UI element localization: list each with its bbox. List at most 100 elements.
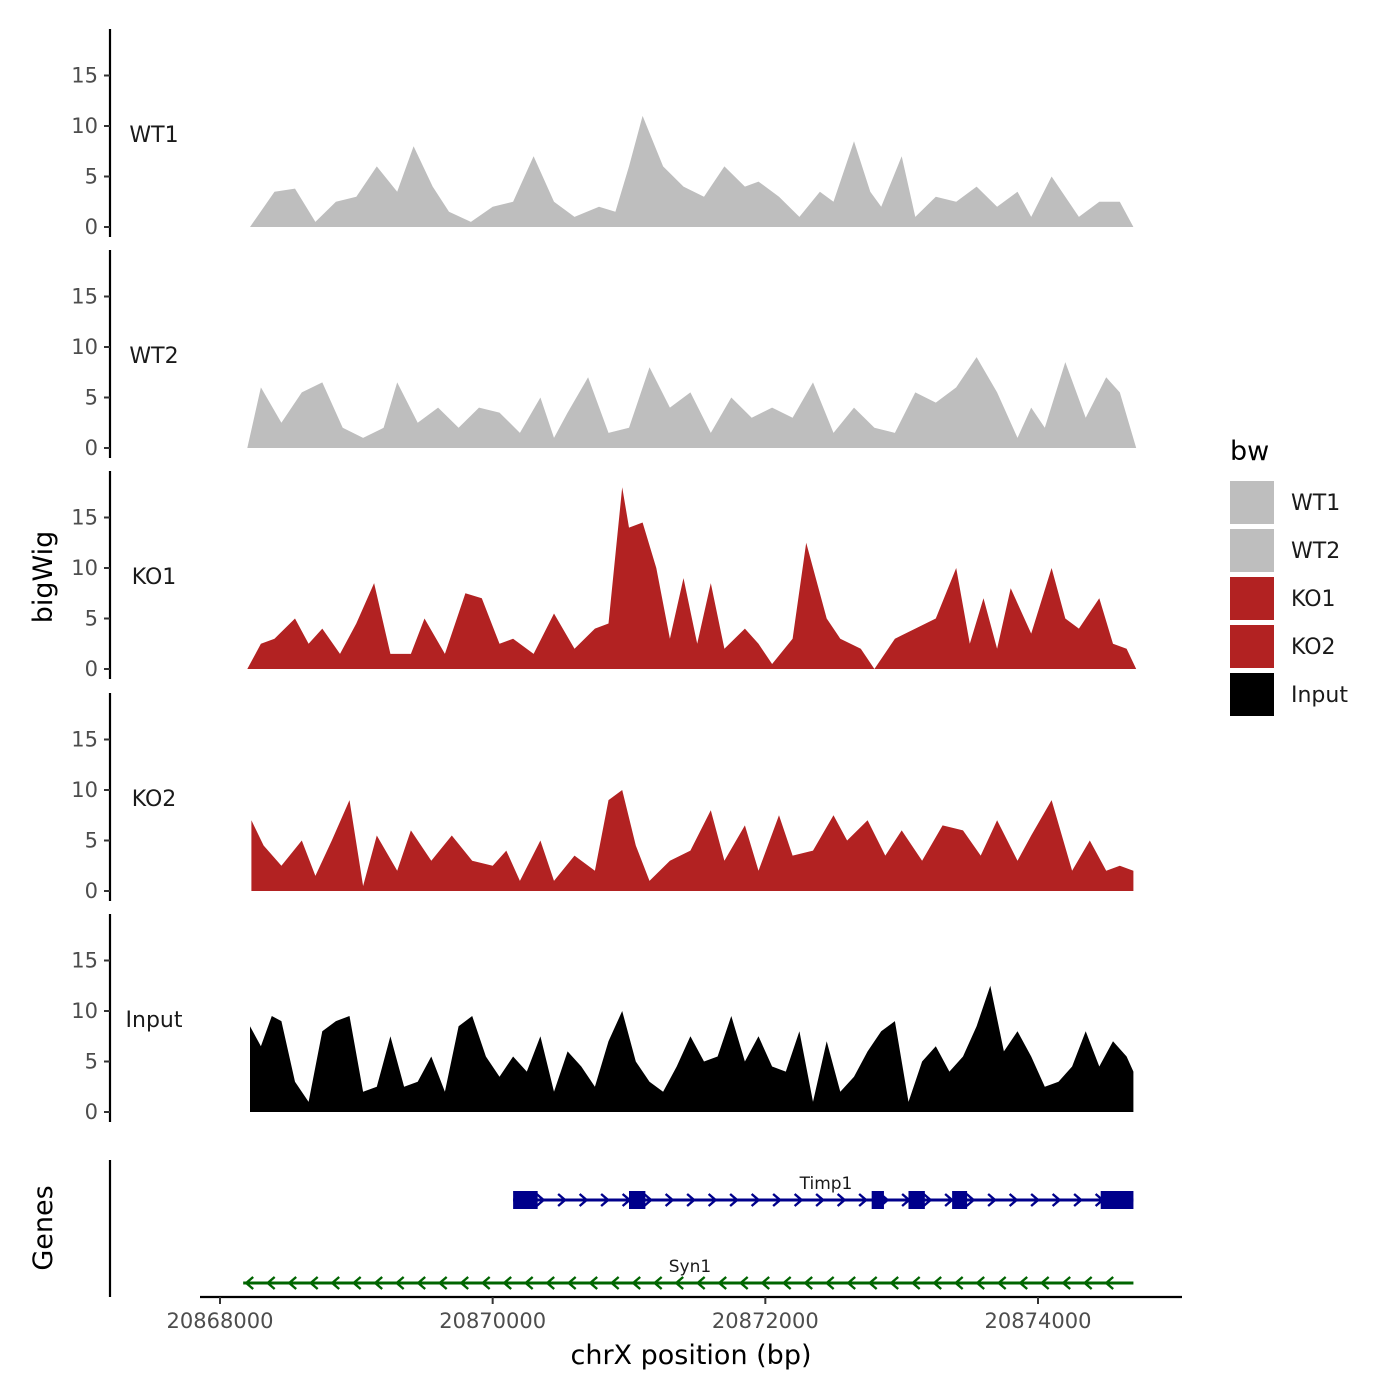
strand-arrow bbox=[557, 1193, 567, 1207]
panel-label-input: Input bbox=[126, 1008, 183, 1033]
strand-arrow bbox=[535, 1193, 546, 1207]
strand-arrow bbox=[858, 1193, 868, 1207]
strand-arrow bbox=[1030, 1193, 1040, 1207]
strand-arrow bbox=[1082, 1276, 1093, 1290]
strand-arrow bbox=[1039, 1276, 1050, 1290]
legend-label: WT2 bbox=[1291, 539, 1340, 564]
legend-title: bw bbox=[1230, 436, 1269, 467]
legend-item-wt1: WT1 bbox=[1230, 481, 1340, 524]
strand-arrow bbox=[781, 1276, 792, 1290]
strand-arrow bbox=[308, 1276, 319, 1290]
legend-label: Input bbox=[1291, 683, 1348, 708]
strand-arrow bbox=[772, 1193, 782, 1207]
strand-arrow bbox=[643, 1193, 653, 1207]
strand-arrow bbox=[674, 1276, 684, 1290]
strand-arrow bbox=[609, 1276, 620, 1290]
strand-arrow bbox=[664, 1193, 675, 1207]
strand-arrow bbox=[1051, 1193, 1062, 1207]
strand-arrow bbox=[815, 1193, 825, 1207]
legend-swatch bbox=[1230, 673, 1274, 716]
exon bbox=[871, 1191, 884, 1209]
y-tick-label: 5 bbox=[85, 165, 98, 189]
strand-arrow bbox=[953, 1276, 964, 1290]
legend-label: KO2 bbox=[1291, 635, 1336, 660]
strand-arrow bbox=[631, 1276, 641, 1290]
y-tick-label: 0 bbox=[85, 1100, 98, 1124]
strand-arrow bbox=[793, 1193, 804, 1207]
strand-arrow bbox=[922, 1193, 933, 1207]
strand-arrow bbox=[695, 1276, 706, 1290]
strand-arrow bbox=[1073, 1193, 1083, 1207]
legend-item-ko1: KO1 bbox=[1230, 577, 1336, 620]
exon bbox=[629, 1191, 646, 1209]
legend-item-ko2: KO2 bbox=[1230, 625, 1336, 668]
strand-arrow bbox=[244, 1276, 254, 1290]
strand-arrow bbox=[1018, 1276, 1028, 1290]
y-tick-label: 15 bbox=[71, 64, 98, 88]
gene-label-syn1: Syn1 bbox=[669, 1257, 711, 1277]
strand-arrow bbox=[523, 1276, 534, 1290]
strand-arrow bbox=[545, 1276, 555, 1290]
x-tick-label: 20870000 bbox=[439, 1309, 546, 1333]
genes-track-title: Genes bbox=[28, 1185, 59, 1270]
legend: bw WT1 WT2 KO1 KO2 Input bbox=[1230, 436, 1348, 716]
strand-arrow bbox=[738, 1276, 749, 1290]
strand-arrow bbox=[1061, 1276, 1071, 1290]
strand-arrow bbox=[287, 1276, 297, 1290]
strand-arrow bbox=[459, 1276, 469, 1290]
strand-arrow bbox=[717, 1276, 727, 1290]
strand-arrow bbox=[729, 1193, 739, 1207]
strand-arrow bbox=[707, 1193, 718, 1207]
strand-arrow bbox=[394, 1276, 405, 1290]
strand-arrow bbox=[1008, 1193, 1019, 1207]
y-tick-label: 15 bbox=[71, 728, 98, 752]
exon bbox=[513, 1191, 538, 1209]
y-tick-label: 0 bbox=[85, 657, 98, 681]
gene-label-timp1: Timp1 bbox=[799, 1174, 853, 1194]
x-tick-label: 20872000 bbox=[712, 1309, 819, 1333]
bigwig-tracks: 0 5 10 15 WT1 0 5 10 15 WT2 0 5 10 15 KO1 0 5 10 15 KO2 0 5 10… bbox=[71, 29, 1137, 1124]
y-tick-label: 10 bbox=[71, 114, 98, 138]
panel-label-wt1: WT1 bbox=[129, 123, 178, 148]
x-tick-label: 20874000 bbox=[985, 1309, 1092, 1333]
strand-arrow bbox=[566, 1276, 577, 1290]
y-axis-title: bigWig bbox=[28, 531, 59, 624]
strand-arrow bbox=[578, 1193, 589, 1207]
panel-label-ko2: KO2 bbox=[132, 787, 177, 812]
y-tick-label: 5 bbox=[85, 1050, 98, 1074]
area-ko1 bbox=[247, 487, 1137, 669]
y-tick-label: 5 bbox=[85, 607, 98, 631]
strand-arrow bbox=[760, 1276, 770, 1290]
y-tick-label: 15 bbox=[71, 949, 98, 973]
exon bbox=[908, 1191, 925, 1209]
strand-arrow bbox=[965, 1193, 976, 1207]
strand-arrow bbox=[416, 1276, 426, 1290]
legend-swatch bbox=[1230, 625, 1274, 668]
legend-swatch bbox=[1230, 577, 1274, 620]
x-axis: 20868000 20870000 20872000 20874000 bbox=[167, 1295, 1182, 1333]
y-tick-label: 10 bbox=[71, 556, 98, 580]
x-tick-label: 20868000 bbox=[167, 1309, 274, 1333]
track-ko1: 0 5 10 15 KO1 bbox=[71, 471, 1137, 681]
track-ko2: 0 5 10 15 KO2 bbox=[71, 693, 1134, 903]
area-ko2 bbox=[251, 790, 1134, 891]
track-input: 0 5 10 15 Input bbox=[71, 914, 1134, 1124]
strand-arrow bbox=[588, 1276, 598, 1290]
strand-arrow bbox=[987, 1193, 997, 1207]
strand-arrow bbox=[351, 1276, 362, 1290]
y-tick-label: 10 bbox=[71, 335, 98, 359]
strand-arrow bbox=[803, 1276, 813, 1290]
strand-arrow bbox=[846, 1276, 856, 1290]
gene-timp1: Timp1 bbox=[513, 1174, 1134, 1209]
y-tick-label: 0 bbox=[85, 215, 98, 239]
genes-track: Timp1 Syn1 bbox=[108, 1160, 1134, 1297]
strand-arrow bbox=[330, 1276, 340, 1290]
strand-arrow bbox=[265, 1276, 276, 1290]
strand-arrow bbox=[910, 1276, 921, 1290]
y-tick-label: 10 bbox=[71, 999, 98, 1023]
x-axis-title: chrX position (bp) bbox=[570, 1340, 811, 1371]
exon bbox=[952, 1191, 968, 1209]
strand-arrow bbox=[824, 1276, 835, 1290]
legend-label: KO1 bbox=[1291, 587, 1336, 612]
